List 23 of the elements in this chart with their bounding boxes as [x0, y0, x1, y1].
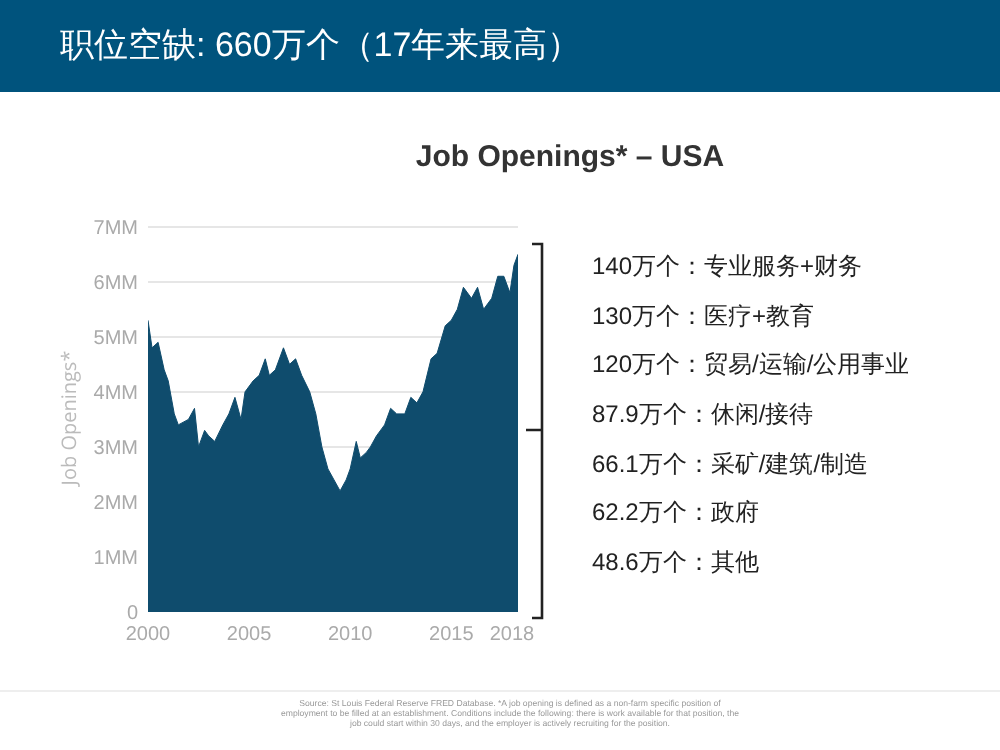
text: 66.1万个：采矿/建筑/制造: [592, 447, 871, 482]
y-tick-label: 4MM: [93, 382, 138, 405]
y-axis-title: Job Openings*: [53, 349, 82, 488]
chart-subtitle: Job Openings* – USA: [413, 140, 727, 174]
y-tick-label: 5MM: [93, 327, 138, 350]
text: 48.6万个：其他: [592, 546, 761, 581]
y-tick-label: 7MM: [93, 217, 138, 240]
text: 140万个：专业服务+财务: [592, 250, 865, 284]
y-tick-label: 0: [126, 603, 139, 625]
chart-title: 职位空缺: 660万个（17年来最高）: [0, 0, 1000, 92]
text: 62.2万个：政府: [592, 496, 761, 531]
y-tick-label: 1MM: [93, 547, 138, 570]
x-tick-label: 2000: [125, 624, 172, 646]
x-tick-label: 2005: [226, 624, 273, 646]
x-tick-label: 2015: [429, 624, 475, 646]
text: 120万个：贸易/运输/公用事业: [592, 348, 910, 383]
y-tick-label: 3MM: [93, 437, 138, 460]
x-tick-label: 2018: [489, 624, 536, 646]
text: 130万个：医疗+教育: [592, 299, 817, 334]
text: 87.9万个：休闲/接待: [592, 398, 816, 433]
x-tick-label: 2010: [327, 624, 374, 646]
y-tick-label: 2MM: [93, 492, 138, 515]
y-tick-label: 6MM: [93, 272, 138, 295]
